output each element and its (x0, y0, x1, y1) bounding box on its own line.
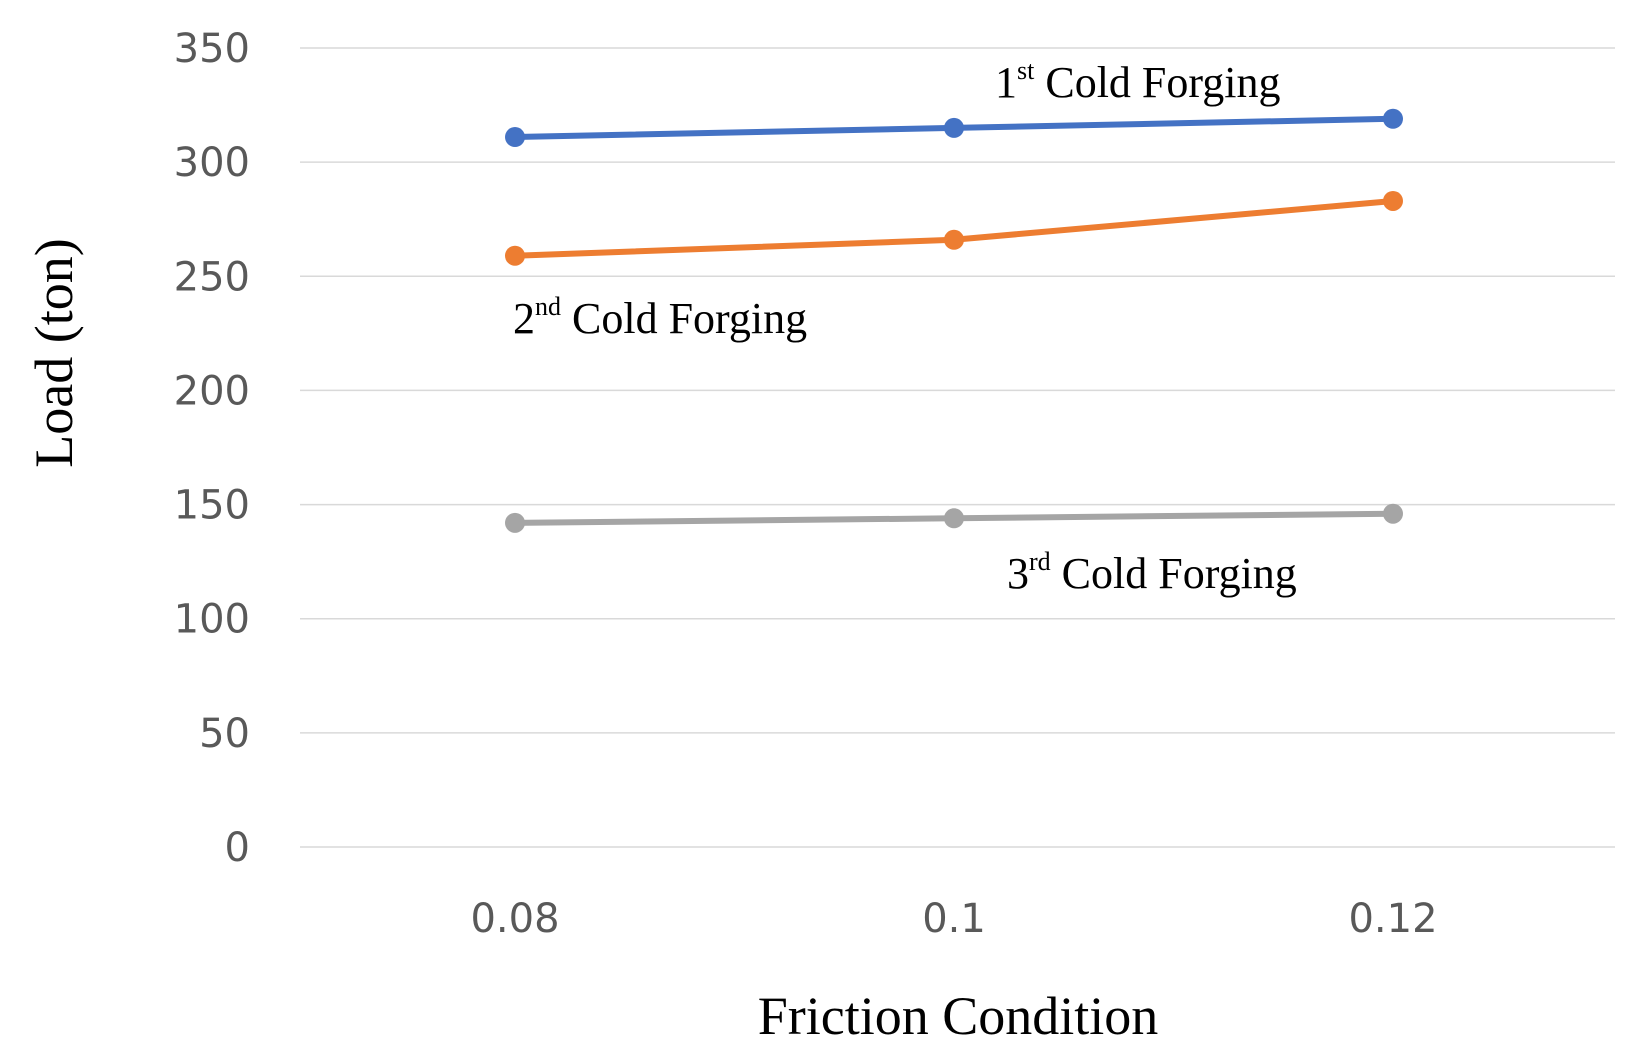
data-point (505, 127, 525, 148)
y-tick-label: 200 (174, 368, 250, 414)
data-point (944, 117, 964, 138)
series-label-2: 2nd Cold Forging (513, 292, 807, 343)
y-tick-label: 300 (174, 140, 250, 186)
y-tick-label: 250 (174, 254, 250, 300)
y-tick-label: 0 (225, 825, 250, 871)
x-tick-label: 0.1 (922, 896, 986, 942)
data-point (505, 512, 525, 533)
x-axis-title: Friction Condition (758, 986, 1159, 1046)
series-1 (505, 108, 1403, 148)
x-axis-ticks: 0.08 0.1 0.12 (470, 896, 1437, 942)
data-point (1383, 503, 1403, 524)
x-tick-label: 0.12 (1348, 896, 1437, 942)
y-axis-title: Load (ton) (24, 238, 84, 467)
gridlines (300, 47, 1615, 848)
series-label-3: 3rd Cold Forging (1007, 547, 1297, 598)
y-axis-ticks: 0 50 100 150 200 250 300 350 (174, 26, 250, 871)
series-labels: 1st Cold Forging 2nd Cold Forging 3rd Cold… (513, 56, 1297, 598)
y-tick-label: 150 (174, 483, 250, 529)
y-tick-label: 350 (174, 26, 250, 72)
data-point (1383, 108, 1403, 129)
series-2 (505, 190, 1403, 266)
y-tick-label: 100 (174, 597, 250, 643)
y-tick-label: 50 (199, 711, 250, 757)
x-tick-label: 0.08 (470, 896, 559, 942)
series-3 (505, 503, 1403, 533)
data-point (1383, 190, 1403, 211)
data-point (944, 229, 964, 250)
series-label-1: 1st Cold Forging (995, 56, 1280, 107)
data-point (944, 508, 964, 529)
series-lines (505, 108, 1403, 533)
data-point (505, 245, 525, 266)
